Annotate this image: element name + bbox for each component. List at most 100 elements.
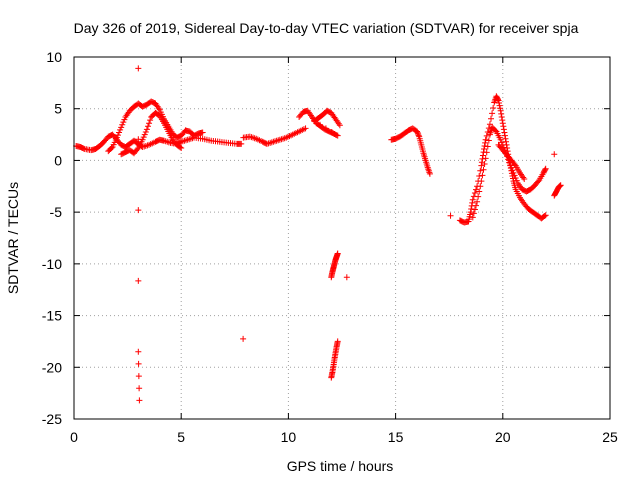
data-point-marker xyxy=(508,164,515,171)
data-point-marker xyxy=(495,97,502,104)
x-tick-label: 5 xyxy=(177,429,185,445)
data-point-marker xyxy=(118,124,125,131)
x-axis-ticks: 0 5 10 15 20 25 xyxy=(70,57,618,445)
data-point-marker xyxy=(146,120,153,127)
series-track-j xyxy=(551,182,564,199)
data-point-marker xyxy=(470,210,477,217)
data-point-marker xyxy=(136,397,143,404)
data-point-marker xyxy=(135,136,142,143)
data-point-marker xyxy=(478,162,485,169)
x-axis-label: GPS time / hours xyxy=(287,458,394,474)
data-point-marker xyxy=(499,117,506,124)
x-tick-label: 10 xyxy=(281,429,297,445)
data-point-marker xyxy=(240,335,247,342)
plot-frame xyxy=(73,56,611,420)
data-point-marker xyxy=(557,182,564,189)
data-point-marker xyxy=(469,196,476,203)
data-point-marker xyxy=(551,151,558,158)
data-point-marker xyxy=(108,145,115,152)
data-point-marker xyxy=(509,175,516,182)
x-tick-label: 25 xyxy=(602,429,618,445)
y-axis-ticks: -25 -20 -15 -10 -5 0 5 10 xyxy=(42,49,610,427)
data-point-marker xyxy=(475,193,482,200)
series-track-f xyxy=(388,125,433,177)
data-point-marker xyxy=(480,166,487,173)
chart-title: Day 326 of 2019, Sidereal Day-to-day VTE… xyxy=(74,20,579,36)
y-axis-label: SDTVAR / TECUs xyxy=(5,182,21,294)
data-point-marker xyxy=(483,132,490,139)
data-point-marker xyxy=(503,138,510,145)
data-point-marker xyxy=(80,145,87,152)
data-point-marker xyxy=(489,110,496,117)
series-track-e xyxy=(296,107,343,139)
data-point-marker xyxy=(334,132,341,139)
data-point-marker xyxy=(521,176,528,183)
data-point-marker xyxy=(535,178,542,185)
data-points xyxy=(73,65,564,404)
data-point-marker xyxy=(134,146,141,153)
data-point-marker xyxy=(474,198,481,205)
y-tick-label: 10 xyxy=(46,49,62,65)
series-track-c xyxy=(118,109,185,158)
data-point-marker xyxy=(500,123,507,130)
data-point-marker xyxy=(135,348,142,355)
series-track-h xyxy=(469,124,549,221)
y-tick-label: -10 xyxy=(42,256,62,272)
y-tick-label: -5 xyxy=(50,204,63,220)
data-point-marker xyxy=(135,277,142,284)
data-point-marker xyxy=(496,100,503,107)
data-point-marker xyxy=(478,178,485,185)
data-point-marker xyxy=(498,110,505,117)
data-point-marker xyxy=(492,127,499,134)
data-point-marker xyxy=(542,166,549,173)
data-point-marker xyxy=(469,214,476,221)
data-point-marker xyxy=(471,206,478,213)
data-point-marker xyxy=(414,128,421,135)
data-point-marker xyxy=(178,145,185,152)
data-point-marker xyxy=(556,183,563,190)
data-point-marker xyxy=(415,132,422,139)
data-point-marker xyxy=(542,165,549,172)
data-point-marker xyxy=(113,134,120,141)
x-tick-label: 0 xyxy=(70,429,78,445)
data-point-marker xyxy=(142,128,149,135)
data-point-marker xyxy=(471,190,478,197)
y-tick-label: -20 xyxy=(42,359,62,375)
data-point-marker xyxy=(140,134,147,141)
data-point-marker xyxy=(510,169,517,176)
data-point-marker xyxy=(479,152,486,159)
series-track-i xyxy=(495,141,528,183)
data-point-marker xyxy=(482,155,489,162)
y-tick-label: 0 xyxy=(54,152,62,168)
series-outliers xyxy=(135,65,558,404)
data-point-marker xyxy=(238,140,245,147)
data-point-marker xyxy=(447,212,454,219)
data-point-marker xyxy=(322,125,329,132)
data-point-marker xyxy=(497,105,504,112)
series-track-a xyxy=(73,131,245,154)
data-point-marker xyxy=(477,183,484,190)
data-point-marker xyxy=(199,129,206,136)
series-dip-2 xyxy=(328,338,341,381)
data-point-marker xyxy=(117,126,124,133)
x-tick-label: 20 xyxy=(495,429,511,445)
data-point-marker xyxy=(477,167,484,174)
data-point-marker xyxy=(499,120,506,127)
data-point-marker xyxy=(498,139,505,146)
data-point-marker xyxy=(500,126,507,133)
data-point-marker xyxy=(143,126,150,133)
data-point-marker xyxy=(135,360,142,367)
data-point-marker xyxy=(302,125,309,132)
data-point-marker xyxy=(479,155,486,162)
data-point-marker xyxy=(473,186,479,193)
data-point-marker xyxy=(488,115,495,122)
data-point-marker xyxy=(144,123,151,130)
data-point-marker xyxy=(513,177,520,184)
data-point-marker xyxy=(415,131,422,138)
data-point-marker xyxy=(476,172,483,179)
data-point-marker xyxy=(502,135,509,142)
data-point-marker xyxy=(468,206,475,213)
data-point-marker xyxy=(333,132,340,139)
y-tick-label: 5 xyxy=(54,101,62,117)
